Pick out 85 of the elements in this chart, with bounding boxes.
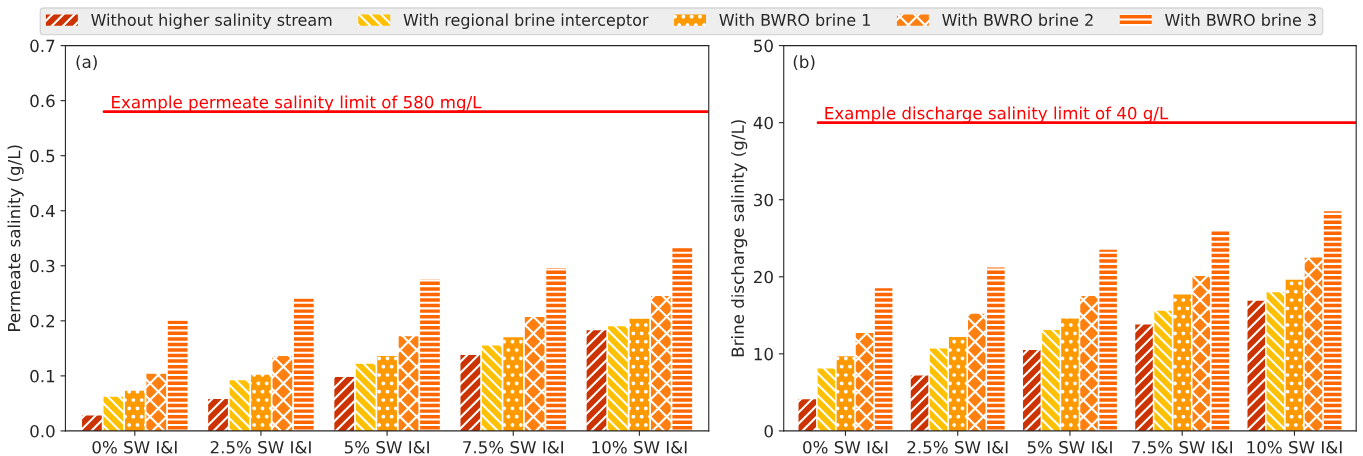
bar xyxy=(1192,276,1211,431)
legend-label: With BWRO brine 3 xyxy=(1165,13,1316,26)
annotation: (b) xyxy=(793,55,815,71)
y-tick-label: 0.1 xyxy=(30,369,55,383)
bar xyxy=(948,336,967,431)
bar xyxy=(586,330,607,431)
x-tick-label: 0% SW I&I xyxy=(92,440,177,454)
bar xyxy=(1042,329,1060,431)
legend-label: With BWRO brine 2 xyxy=(942,13,1093,26)
bar xyxy=(817,368,836,431)
x-tick-label: 10% SW I&I xyxy=(592,440,687,454)
bar xyxy=(1323,211,1342,431)
ref-line-label: Example discharge salinity limit of 40 g/L xyxy=(825,106,1169,123)
bar xyxy=(1247,300,1266,431)
y-tick-label: 0.0 xyxy=(30,424,55,438)
bar xyxy=(608,326,628,431)
y-tick-label: 50 xyxy=(754,39,773,53)
bar xyxy=(146,373,167,431)
bar xyxy=(910,375,929,431)
bar xyxy=(968,313,986,431)
annotation: (a) xyxy=(76,55,97,71)
x-tick-label: 10% SW I&I xyxy=(1247,440,1342,454)
bar xyxy=(629,318,650,431)
y-tick-label: 0.7 xyxy=(30,39,55,53)
bar xyxy=(103,396,124,431)
x-tick-label: 0% SW I&I xyxy=(803,440,888,454)
x-tick-label: 5% SW I&I xyxy=(344,440,429,454)
bar xyxy=(1173,294,1191,431)
y-tick-label: 40 xyxy=(753,116,773,130)
bar xyxy=(334,376,355,431)
legend-label: Without higher salinity stream xyxy=(91,13,332,30)
bar xyxy=(420,279,440,431)
bar xyxy=(650,296,671,431)
bar xyxy=(672,247,693,431)
bar xyxy=(272,356,293,431)
bar xyxy=(1266,292,1285,431)
y-tick-label: 10 xyxy=(754,347,773,361)
bar xyxy=(208,398,228,431)
y-tick-label: 0 xyxy=(764,424,773,438)
y-axis-title: Brine discharge salinity (g/L) xyxy=(731,120,748,357)
bar xyxy=(1080,296,1098,431)
y-tick-label: 0.2 xyxy=(30,314,55,328)
bar xyxy=(124,390,145,431)
y-axis-title: Permeate salinity (g/L) xyxy=(7,145,24,331)
bar xyxy=(524,316,545,431)
bar xyxy=(1061,318,1079,431)
x-tick-label: 2.5% SW I&I xyxy=(210,440,311,454)
legend-label: With BWRO brine 1 xyxy=(719,13,870,26)
bar xyxy=(1304,257,1323,431)
bar xyxy=(929,348,948,431)
bar xyxy=(398,336,419,431)
bar xyxy=(481,345,502,431)
bar xyxy=(855,333,874,431)
x-tick-label: 2.5% SW I&I xyxy=(907,440,1008,454)
y-tick-label: 0.3 xyxy=(30,259,55,273)
bar xyxy=(1135,324,1153,431)
bar xyxy=(503,337,524,431)
bar xyxy=(460,354,481,431)
y-tick-label: 0.6 xyxy=(30,94,55,108)
x-tick-label: 7.5% SW I&I xyxy=(463,440,564,454)
x-tick-label: 7.5% SW I&I xyxy=(1132,440,1232,454)
bar xyxy=(546,267,566,431)
bar xyxy=(1023,350,1041,431)
bar xyxy=(229,380,250,431)
bar xyxy=(874,288,893,431)
ref-line-label: Example permeate salinity limit of 580 mg/L xyxy=(112,95,482,112)
bar xyxy=(293,298,314,431)
y-tick-label: 0.4 xyxy=(30,204,55,218)
legend-label: With regional brine interceptor xyxy=(403,13,649,30)
bar xyxy=(1154,310,1172,431)
bar xyxy=(987,267,1005,431)
bar xyxy=(836,356,855,431)
x-tick-label: 5% SW I&I xyxy=(1027,440,1112,454)
bar xyxy=(82,415,102,431)
bar xyxy=(798,399,817,431)
bar xyxy=(355,363,376,431)
y-tick-label: 0.5 xyxy=(30,149,55,163)
bar xyxy=(377,356,397,431)
bar xyxy=(251,374,271,431)
bar xyxy=(1099,249,1117,431)
bar xyxy=(1211,230,1230,431)
y-tick-label: 20 xyxy=(754,270,773,284)
bar xyxy=(1285,279,1304,431)
y-tick-label: 30 xyxy=(754,193,773,207)
bar xyxy=(167,320,188,431)
